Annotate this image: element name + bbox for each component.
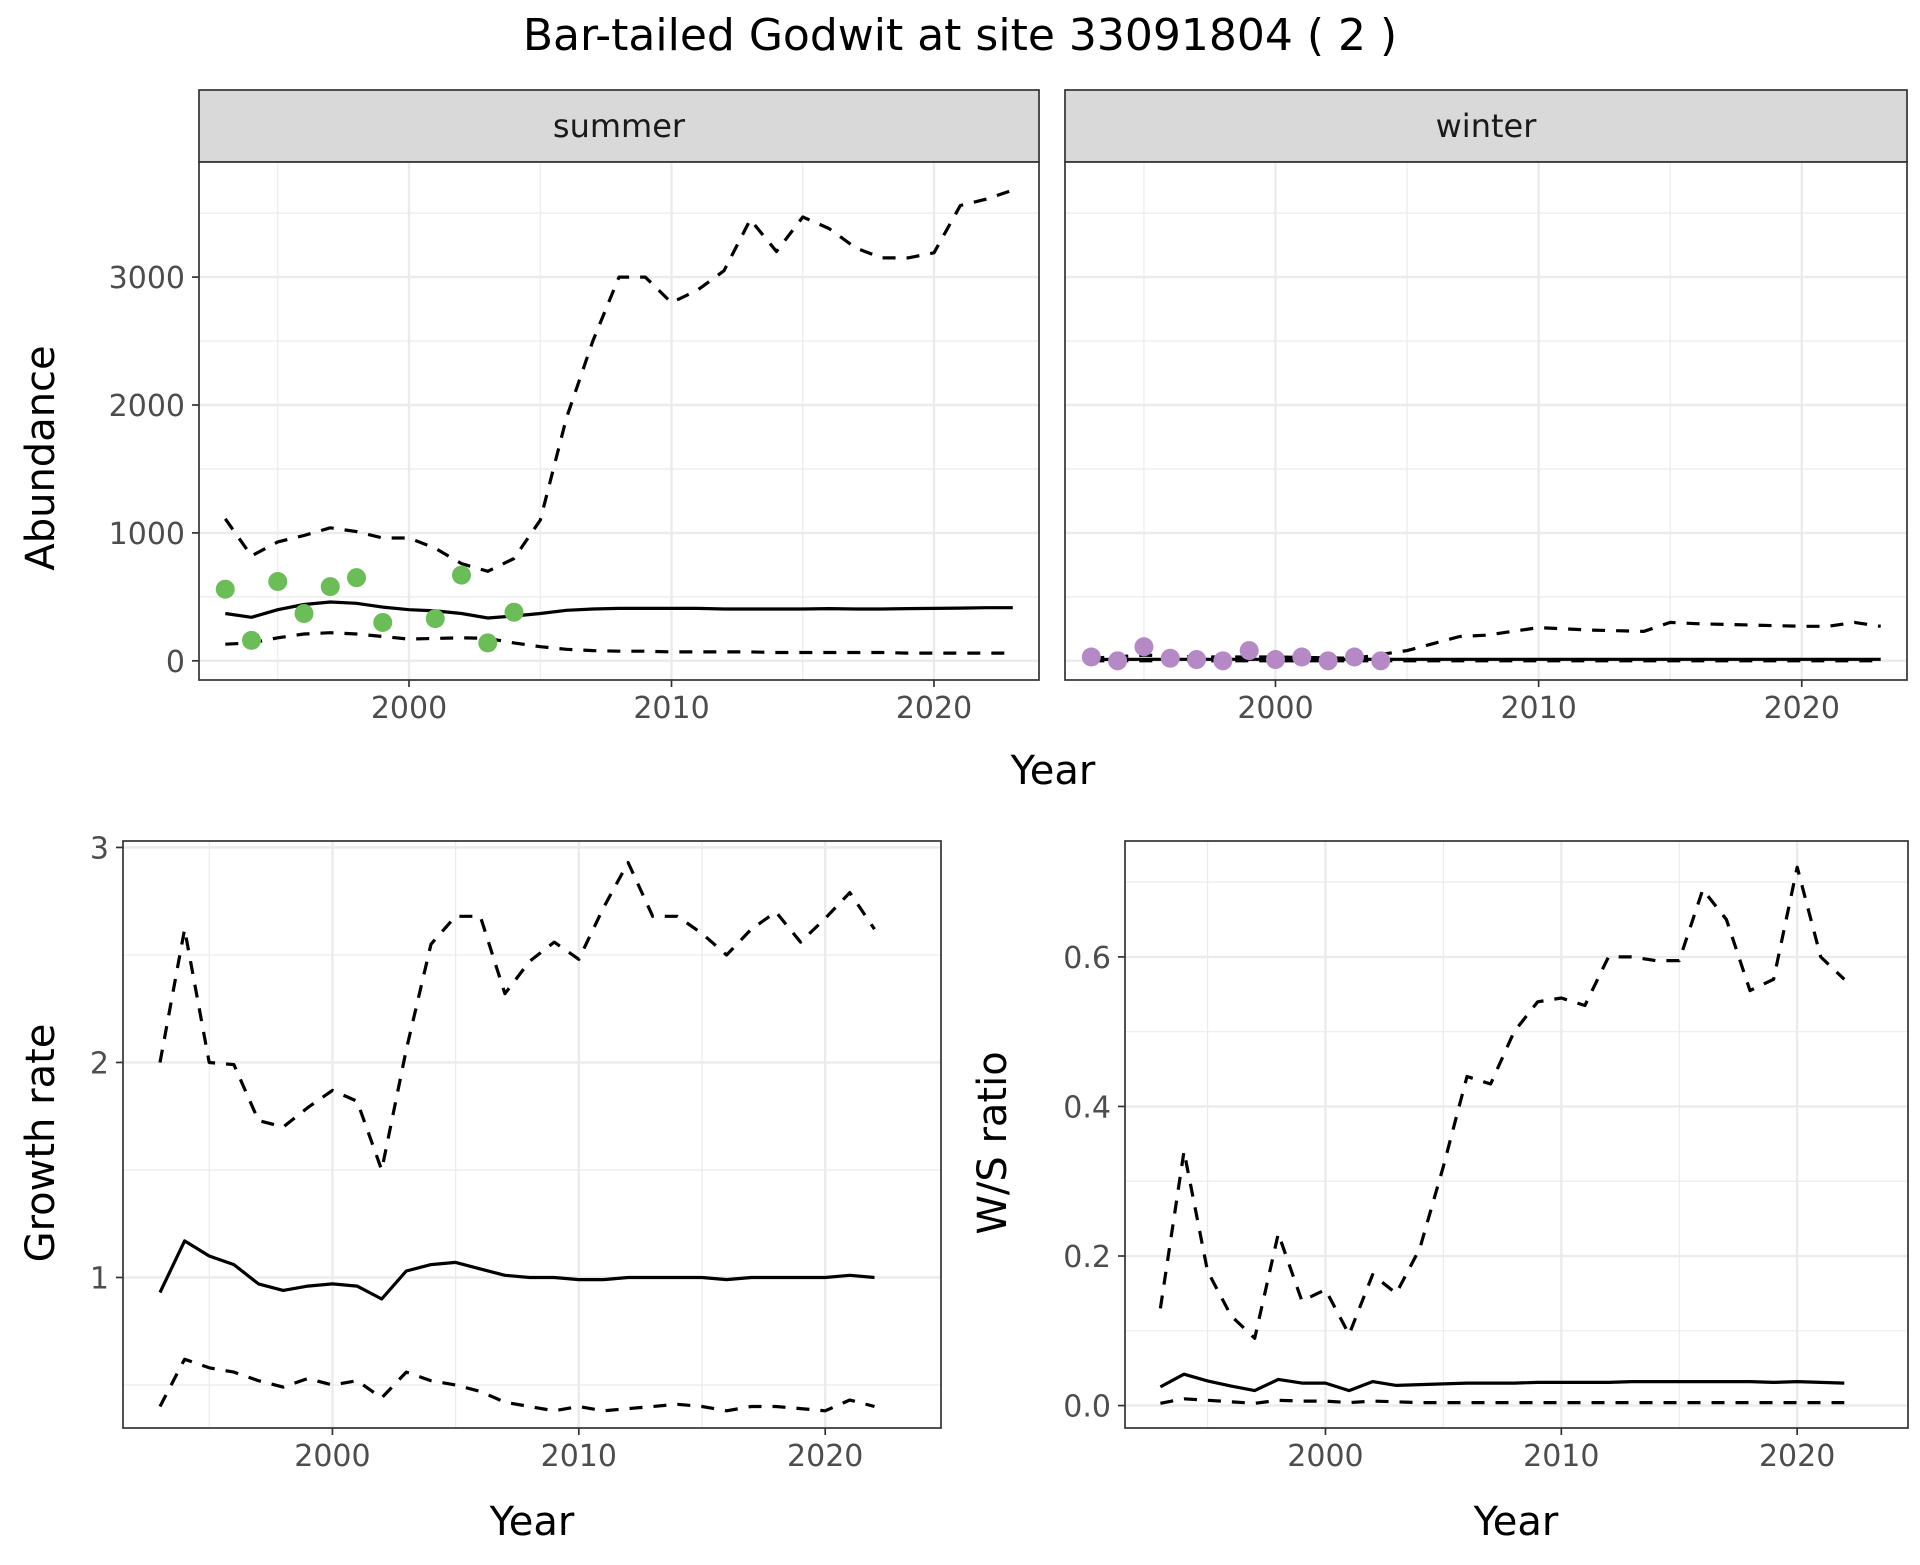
- summer-abundance-panel: summer 2000 2010 2020 0 1000 2000 3000: [109, 90, 1039, 726]
- y-tick-label: 3000: [109, 261, 185, 296]
- ws-ratio-x-axis-title: Year: [1473, 1499, 1559, 1545]
- y-tick-label: 0.0: [1063, 1390, 1111, 1425]
- page-title: Bar-tailed Godwit at site 33091804 ( 2 ): [523, 10, 1397, 61]
- summer-observed-point: [242, 631, 261, 650]
- summer-observed-point: [216, 580, 235, 599]
- x-tick-label: 2020: [787, 1439, 863, 1474]
- y-tick-label: 3: [90, 831, 109, 866]
- x-tick-label: 2010: [1523, 1439, 1599, 1474]
- summer-observed-point: [295, 604, 314, 623]
- summer-observed-point: [505, 603, 524, 622]
- winter-observed-point: [1187, 650, 1206, 669]
- y-tick-label: 0.6: [1063, 941, 1111, 976]
- y-tick-label: 0.4: [1063, 1090, 1111, 1125]
- summer-observed-point: [321, 577, 340, 596]
- x-tick-label: 2000: [1287, 1439, 1363, 1474]
- winter-observed-point: [1213, 651, 1232, 670]
- winter-observed-point: [1292, 647, 1311, 666]
- y-tick-label: 2: [90, 1046, 109, 1081]
- summer-observed-point: [478, 633, 497, 652]
- y-tick-label: 0: [166, 645, 185, 680]
- y-tick-label: 0.2: [1063, 1240, 1111, 1275]
- summer-observed-point: [268, 572, 287, 591]
- x-tick-label: 2000: [371, 691, 447, 726]
- x-tick-label: 2010: [633, 691, 709, 726]
- winter-observed-point: [1108, 651, 1127, 670]
- x-tick-label: 2010: [1500, 691, 1576, 726]
- growth-rate-x-axis-title: Year: [489, 1499, 575, 1545]
- winter-abundance-panel: winter 2000 2010 2020: [1065, 90, 1907, 726]
- x-tick-label: 2000: [294, 1439, 370, 1474]
- winter-observed-point: [1134, 637, 1153, 656]
- ws-ratio-plot-area: [1125, 841, 1908, 1428]
- top-row-x-axis-title: Year: [1010, 748, 1096, 794]
- summer-observed-point: [452, 566, 471, 585]
- abundance-axis-title: Abundance: [18, 345, 64, 570]
- winter-observed-point: [1161, 649, 1180, 668]
- winter-observed-point: [1319, 651, 1338, 670]
- winter-observed-point: [1266, 650, 1285, 669]
- x-tick-label: 2020: [1759, 1439, 1835, 1474]
- summer-observed-point: [426, 609, 445, 628]
- winter-observed-point: [1371, 651, 1390, 670]
- winter-observed-point: [1345, 647, 1364, 666]
- x-tick-label: 2020: [1764, 691, 1840, 726]
- ws-ratio-axis-title: W/S ratio: [970, 1051, 1016, 1234]
- x-tick-label: 2020: [896, 691, 972, 726]
- winter-observed-point: [1240, 641, 1259, 660]
- winter-strip-label: winter: [1436, 107, 1538, 145]
- y-tick-label: 1000: [109, 517, 185, 552]
- winter-observed-point: [1082, 647, 1101, 666]
- summer-observed-point: [347, 568, 366, 587]
- growth-rate-plot-area: [123, 841, 941, 1428]
- summer-observed-point: [373, 613, 392, 632]
- x-tick-label: 2010: [541, 1439, 617, 1474]
- growth-rate-axis-title: Growth rate: [18, 1024, 64, 1263]
- x-tick-label: 2000: [1237, 691, 1313, 726]
- y-tick-label: 1: [90, 1261, 109, 1296]
- summer-strip-label: summer: [553, 107, 686, 145]
- winter-plot-area: [1065, 162, 1907, 680]
- y-tick-label: 2000: [109, 389, 185, 424]
